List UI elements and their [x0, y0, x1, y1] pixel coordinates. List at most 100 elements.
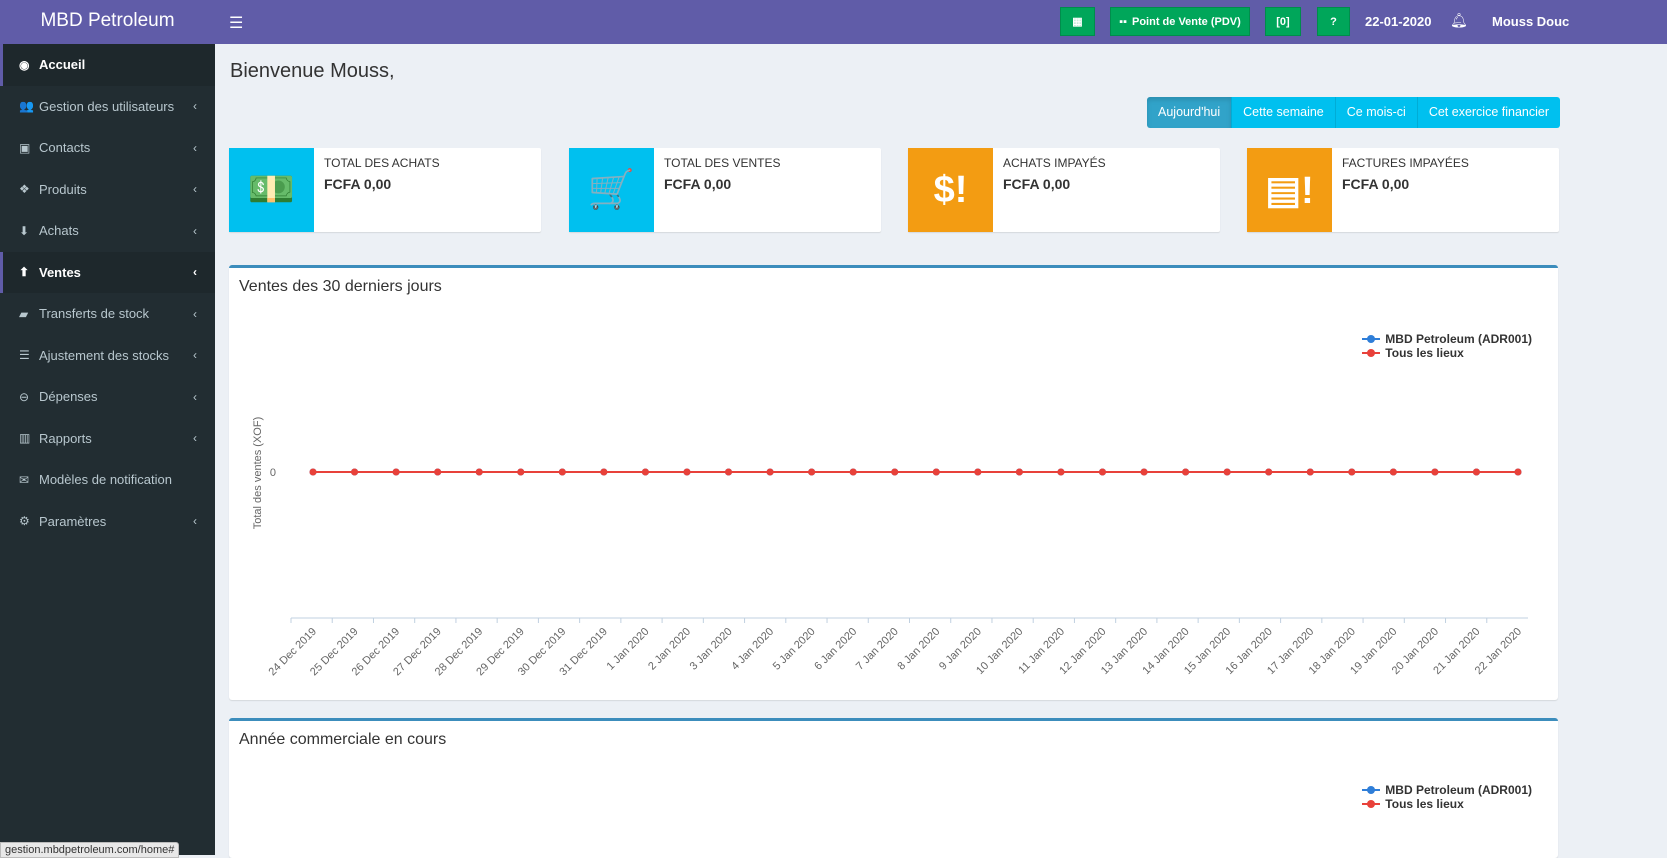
- x-tick-label: 8 Jan 2020: [895, 626, 942, 673]
- info-box: 💵 TOTAL DES ACHATS FCFA 0,00: [229, 148, 541, 232]
- sidebar-item-accueil[interactable]: ◉ Accueil: [0, 44, 215, 86]
- chevron-left-icon: ‹: [193, 306, 197, 321]
- chevron-left-icon: ‹: [193, 223, 197, 238]
- help-button[interactable]: ?: [1317, 7, 1350, 36]
- chevron-left-icon: ‹: [193, 514, 197, 529]
- sidebar-item-modeles-de-notification[interactable]: ✉ Modèles de notification: [0, 459, 215, 501]
- sidebar-item-label: Paramètres: [39, 513, 107, 529]
- sidebar-item-depenses[interactable]: ⊖ Dépenses ‹: [0, 376, 215, 418]
- truck-icon: ▰: [19, 306, 29, 321]
- chevron-left-icon: ‹: [193, 140, 197, 155]
- sidebar-item-transferts-de-stock[interactable]: ▰ Transferts de stock ‹: [0, 293, 215, 335]
- info-box: ▤! FACTURES IMPAYÉES FCFA 0,00: [1247, 148, 1559, 232]
- data-point: [351, 468, 359, 476]
- data-point: [766, 468, 774, 476]
- info-box: 🛒 TOTAL DES VENTES FCFA 0,00: [569, 148, 881, 232]
- envelope-icon: ✉: [19, 472, 30, 487]
- sidebar-item-label: Dépenses: [39, 389, 98, 405]
- page-title: Bienvenue Mouss,: [230, 60, 395, 82]
- data-point: [600, 468, 608, 476]
- sidebar-item-label: Ventes: [39, 264, 81, 280]
- data-point: [475, 468, 483, 476]
- data-point: [808, 468, 816, 476]
- x-tick-label: 5 Jan 2020: [771, 626, 818, 673]
- sidebar-item-produits[interactable]: ❖ Produits ‹: [0, 169, 215, 211]
- calculator-icon: ▦: [1072, 16, 1083, 28]
- x-tick-label: 6 Jan 2020: [812, 626, 859, 673]
- dashboard-icon: ◉: [19, 57, 30, 72]
- address-book-icon: ▣: [19, 140, 31, 155]
- data-point: [891, 468, 899, 476]
- data-point: [1098, 468, 1106, 476]
- sidebar-item-label: Transferts de stock: [39, 306, 150, 322]
- data-point: [1389, 468, 1397, 476]
- data-point: [1015, 468, 1023, 476]
- cash-register-button[interactable]: [0]: [1265, 7, 1301, 36]
- legend-item[interactable]: Tous les lieux: [1362, 797, 1532, 811]
- legend-label: Tous les lieux: [1385, 797, 1464, 811]
- chart-title: Ventes des 30 derniers jours: [239, 278, 442, 295]
- arrow-circle-down-icon: ⬇: [19, 223, 30, 238]
- legend-item[interactable]: Tous les lieux: [1362, 346, 1532, 360]
- y-axis-label: Total des ventes (XOF): [252, 417, 264, 530]
- pos-button[interactable]: ▪▪ Point de Vente (PDV): [1110, 7, 1250, 36]
- data-point: [517, 468, 525, 476]
- data-point: [974, 468, 982, 476]
- chart-legend: MBD Petroleum (ADR001) Tous les lieux: [1362, 332, 1532, 360]
- data-point: [558, 468, 566, 476]
- user-menu[interactable]: Mouss Douc: [1492, 14, 1570, 29]
- sidebar: ◉ Accueil 👥 Gestion des utilisateurs ‹ ▣ Conta…: [0, 44, 215, 855]
- sidebar-item-contacts[interactable]: ▣ Contacts ‹: [0, 127, 215, 169]
- data-point: [683, 468, 691, 476]
- calculator-button[interactable]: ▦: [1060, 7, 1095, 36]
- data-point: [1472, 468, 1480, 476]
- legend-item[interactable]: MBD Petroleum (ADR001): [1362, 783, 1532, 797]
- box-title: Année commerciale en cours: [239, 731, 447, 748]
- legend-marker: [1362, 786, 1381, 794]
- legend-label: MBD Petroleum (ADR001): [1385, 332, 1532, 346]
- chevron-left-icon: ‹: [193, 182, 197, 197]
- shopping-cart-icon: 🛒: [569, 148, 654, 232]
- legend-item[interactable]: MBD Petroleum (ADR001): [1362, 332, 1532, 346]
- data-point: [1140, 468, 1148, 476]
- money-icon: 💵: [229, 148, 314, 232]
- data-point: [641, 468, 649, 476]
- range-button[interactable]: Cette semaine: [1232, 97, 1336, 128]
- info-box-value: FCFA 0,00: [1342, 176, 1410, 192]
- sidebar-item-achats[interactable]: ⬇ Achats ‹: [0, 210, 215, 252]
- range-button[interactable]: Ce mois-ci: [1335, 97, 1418, 128]
- info-box-value: FCFA 0,00: [664, 176, 732, 192]
- bell-icon[interactable]: 🔔︎: [1450, 12, 1468, 28]
- data-point: [1223, 468, 1231, 476]
- sidebar-item-parametres[interactable]: ⚙ Paramètres ‹: [0, 501, 215, 543]
- status-bar-url: gestion.mbdpetroleum.com/home#: [0, 842, 180, 858]
- sales-30-days-box: Ventes des 30 derniers jours MBD Petrole…: [229, 265, 1558, 700]
- info-box-label: TOTAL DES ACHATS: [324, 156, 440, 170]
- date-range-filter: Aujourd'hui Cette semaine Ce mois-ci Cet ex…: [1147, 97, 1561, 128]
- minus-circle-icon: ⊖: [19, 389, 30, 404]
- sidebar-item-gestion-des-utilisateurs[interactable]: 👥 Gestion des utilisateurs ‹: [0, 86, 215, 128]
- dollar-exclamation-icon: $!: [908, 148, 993, 232]
- arrow-circle-up-icon: ⬆: [19, 265, 30, 280]
- question-circle-icon: ?: [1330, 15, 1337, 28]
- pos-label: Point de Vente (PDV): [1132, 15, 1241, 28]
- sidebar-item-rapports[interactable]: ▥ Rapports ‹: [0, 418, 215, 460]
- legend-marker: [1362, 800, 1381, 808]
- hamburger-menu-icon[interactable]: ☰: [229, 15, 244, 32]
- info-box-value: FCFA 0,00: [324, 176, 392, 192]
- data-point: [309, 468, 317, 476]
- sidebar-item-ajustement-des-stocks[interactable]: ☰ Ajustement des stocks ‹: [0, 335, 215, 377]
- legend-marker: [1362, 349, 1381, 357]
- range-button[interactable]: Aujourd'hui: [1147, 97, 1233, 128]
- data-point: [1348, 468, 1356, 476]
- sidebar-item-ventes[interactable]: ⬆ Ventes ‹: [0, 251, 215, 293]
- data-point: [849, 468, 857, 476]
- range-button[interactable]: Cet exercice financier: [1417, 97, 1561, 128]
- cog-icon: ⚙: [19, 514, 30, 529]
- data-point: [434, 468, 442, 476]
- x-tick-label: 1 Jan 2020: [605, 626, 652, 673]
- info-box: $! ACHATS IMPAYÉS FCFA 0,00: [908, 148, 1220, 232]
- invoice-exclamation-icon: ▤!: [1247, 148, 1332, 232]
- app-logo[interactable]: MBD Petroleum: [40, 10, 175, 31]
- legend-label: MBD Petroleum (ADR001): [1385, 783, 1532, 797]
